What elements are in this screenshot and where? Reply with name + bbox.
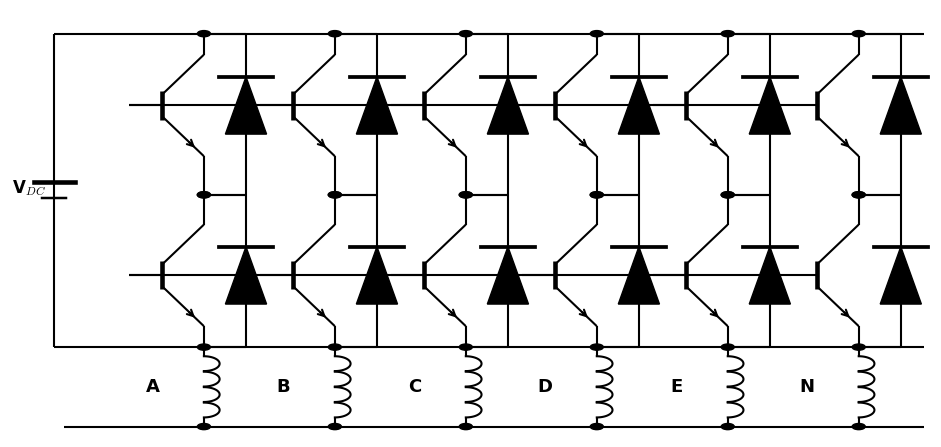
Polygon shape [226, 247, 266, 304]
Circle shape [198, 344, 211, 350]
Polygon shape [357, 77, 397, 134]
Circle shape [721, 423, 734, 430]
Text: E: E [670, 378, 682, 396]
Circle shape [198, 30, 211, 37]
Circle shape [459, 192, 472, 198]
Polygon shape [487, 247, 529, 304]
Text: C: C [407, 378, 421, 396]
Circle shape [459, 192, 472, 198]
Polygon shape [618, 77, 660, 134]
Circle shape [853, 30, 866, 37]
Circle shape [198, 192, 211, 198]
Circle shape [721, 30, 734, 37]
Circle shape [459, 344, 472, 350]
Polygon shape [880, 77, 921, 134]
Polygon shape [226, 77, 266, 134]
Circle shape [721, 344, 734, 350]
Circle shape [328, 192, 342, 198]
Circle shape [328, 344, 342, 350]
Polygon shape [749, 77, 790, 134]
Text: D: D [538, 378, 552, 396]
Circle shape [328, 192, 342, 198]
Circle shape [590, 192, 603, 198]
Text: N: N [800, 378, 815, 396]
Polygon shape [357, 247, 397, 304]
Circle shape [590, 344, 603, 350]
Polygon shape [487, 77, 529, 134]
Circle shape [721, 192, 734, 198]
Polygon shape [749, 247, 790, 304]
Text: A: A [146, 378, 159, 396]
Text: B: B [277, 378, 290, 396]
Circle shape [590, 423, 603, 430]
Polygon shape [618, 247, 660, 304]
Circle shape [198, 192, 211, 198]
Text: V$_{DC}$: V$_{DC}$ [12, 178, 46, 198]
Circle shape [590, 30, 603, 37]
Circle shape [853, 192, 866, 198]
Circle shape [328, 423, 342, 430]
Circle shape [328, 30, 342, 37]
Circle shape [721, 192, 734, 198]
Polygon shape [880, 247, 921, 304]
Circle shape [853, 344, 866, 350]
Circle shape [853, 192, 866, 198]
Circle shape [853, 423, 866, 430]
Circle shape [459, 423, 472, 430]
Circle shape [459, 30, 472, 37]
Circle shape [198, 423, 211, 430]
Circle shape [590, 192, 603, 198]
